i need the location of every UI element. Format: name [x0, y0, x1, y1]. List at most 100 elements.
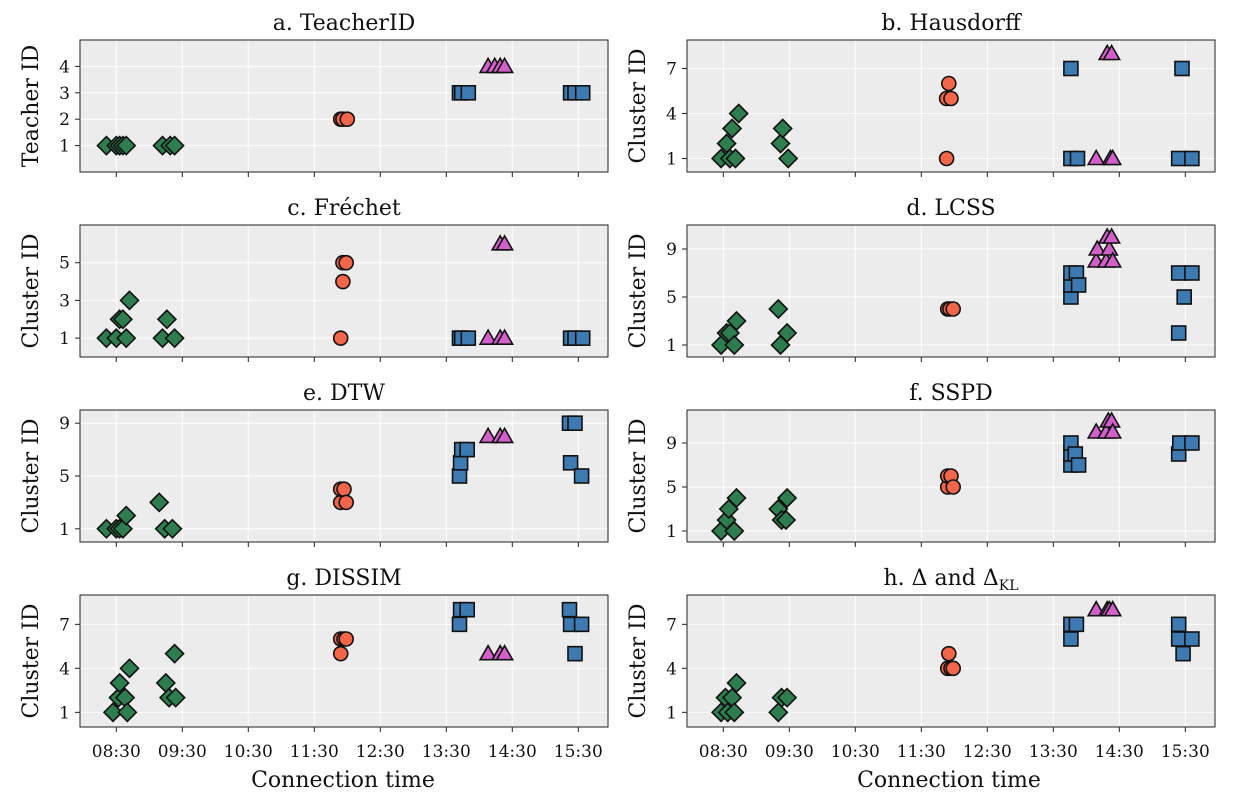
data-point-diamond	[726, 310, 747, 332]
data-point-triangle	[1103, 148, 1123, 166]
data-point-diamond	[776, 487, 798, 509]
data-point-triangle	[495, 426, 514, 444]
data-point-diamond	[117, 702, 138, 723]
data-point-circle	[338, 631, 355, 647]
data-point-diamond	[116, 328, 137, 349]
data-point-square	[1070, 277, 1087, 293]
plot-area	[79, 594, 609, 728]
data-point-circle	[945, 660, 962, 677]
data-point-square	[561, 601, 578, 618]
data-point-diamond	[119, 290, 140, 311]
data-point-diamond	[724, 702, 745, 723]
data-point-diamond	[778, 148, 799, 169]
x-tick-label: 12:30	[356, 742, 405, 762]
data-point-square	[1184, 150, 1200, 167]
y-tick-label: 7	[666, 615, 677, 635]
y-tick-label: 1	[666, 336, 677, 356]
data-point-diamond	[116, 135, 137, 156]
data-point-diamond	[116, 505, 137, 526]
panel-title: f. SSPD	[909, 381, 993, 406]
data-point-square	[1170, 616, 1187, 633]
data-point-square	[1069, 150, 1086, 167]
x-tick-label: 12:30	[963, 742, 1012, 762]
data-point-square	[1184, 631, 1200, 647]
data-point-diamond	[770, 133, 791, 154]
data-point-square	[1175, 645, 1191, 662]
plot-border	[79, 39, 609, 173]
x-tick-label: 10:30	[831, 742, 880, 762]
y-tick-label: 9	[666, 240, 677, 260]
y-tick-label: 4	[59, 57, 70, 77]
x-tick-label: 15:30	[554, 742, 603, 762]
data-point-square	[1170, 325, 1187, 341]
panel-6: 1 5 9 f. SSPD Cluster ID	[626, 381, 1216, 547]
data-point-diamond	[109, 672, 130, 694]
data-point-square	[460, 85, 477, 101]
data-point-circle	[332, 330, 349, 346]
data-point-circle	[338, 494, 355, 511]
data-point-triangle	[478, 644, 498, 661]
data-point-triangle	[1102, 227, 1121, 244]
data-point-triangle	[495, 328, 514, 345]
y-axis-label: Cluster ID	[19, 418, 44, 533]
data-point-diamond	[164, 643, 185, 664]
data-point-square	[1070, 457, 1087, 473]
data-point-triangle	[1103, 251, 1123, 268]
data-point-square	[1184, 265, 1200, 281]
x-tick-label: 09:30	[765, 742, 814, 762]
panel-title: a. TeacherID	[273, 11, 416, 36]
data-point-diamond	[149, 492, 170, 513]
y-tick-label: 5	[59, 467, 70, 487]
data-point-square	[562, 454, 579, 471]
y-axis-label: Cluster ID	[626, 233, 651, 348]
panel-3: 1 3 5 c. Fréchet Cluster ID	[19, 196, 609, 362]
y-axis-label: Cluster ID	[626, 603, 651, 718]
plot-border	[79, 409, 609, 543]
panel-title: e. DTW	[303, 381, 385, 406]
y-tick-label: 1	[59, 137, 70, 157]
data-point-square	[1170, 631, 1187, 647]
panel-title: d. LCSS	[906, 196, 995, 221]
data-point-square	[1170, 150, 1187, 167]
x-tick-label: 14:30	[488, 742, 537, 762]
y-tick-label: 1	[666, 150, 677, 170]
data-point-diamond	[724, 520, 745, 542]
y-tick-label: 4	[666, 659, 677, 679]
data-point-square	[459, 441, 476, 458]
data-point-circle	[943, 90, 959, 107]
data-point-square	[567, 645, 583, 662]
data-point-diamond	[768, 298, 789, 320]
data-point-square	[574, 330, 591, 346]
data-point-square	[1063, 631, 1079, 647]
data-point-triangle	[1100, 239, 1119, 256]
plot-border	[686, 39, 1216, 173]
x-tick-label: 14:30	[1095, 742, 1144, 762]
data-point-diamond	[724, 334, 745, 356]
y-tick-label: 4	[59, 659, 70, 679]
data-point-square	[451, 468, 468, 484]
data-point-diamond	[119, 658, 140, 679]
y-axis-label: Teacher ID	[19, 45, 44, 167]
data-point-diamond	[726, 672, 747, 694]
data-point-square	[460, 330, 477, 346]
data-point-diamond	[772, 118, 793, 139]
data-point-diamond	[776, 322, 798, 344]
y-tick-label: 1	[59, 329, 70, 349]
data-point-circle	[335, 273, 351, 290]
data-point-diamond	[165, 687, 186, 708]
panel-title: c. Fréchet	[287, 196, 401, 221]
plot-border	[686, 224, 1216, 358]
data-point-diamond	[728, 103, 749, 124]
data-point-circle	[338, 254, 355, 271]
y-tick-label: 7	[666, 60, 677, 80]
data-point-diamond	[164, 135, 185, 156]
data-point-circle	[938, 150, 955, 167]
x-tick-label: 13:30	[1029, 742, 1078, 762]
data-point-square	[1170, 265, 1187, 281]
data-point-diamond	[102, 702, 124, 723]
y-axis-label: Cluster ID	[626, 418, 651, 533]
data-point-triangle	[1086, 148, 1106, 166]
data-point-diamond	[721, 118, 743, 139]
data-point-triangle	[495, 644, 514, 661]
